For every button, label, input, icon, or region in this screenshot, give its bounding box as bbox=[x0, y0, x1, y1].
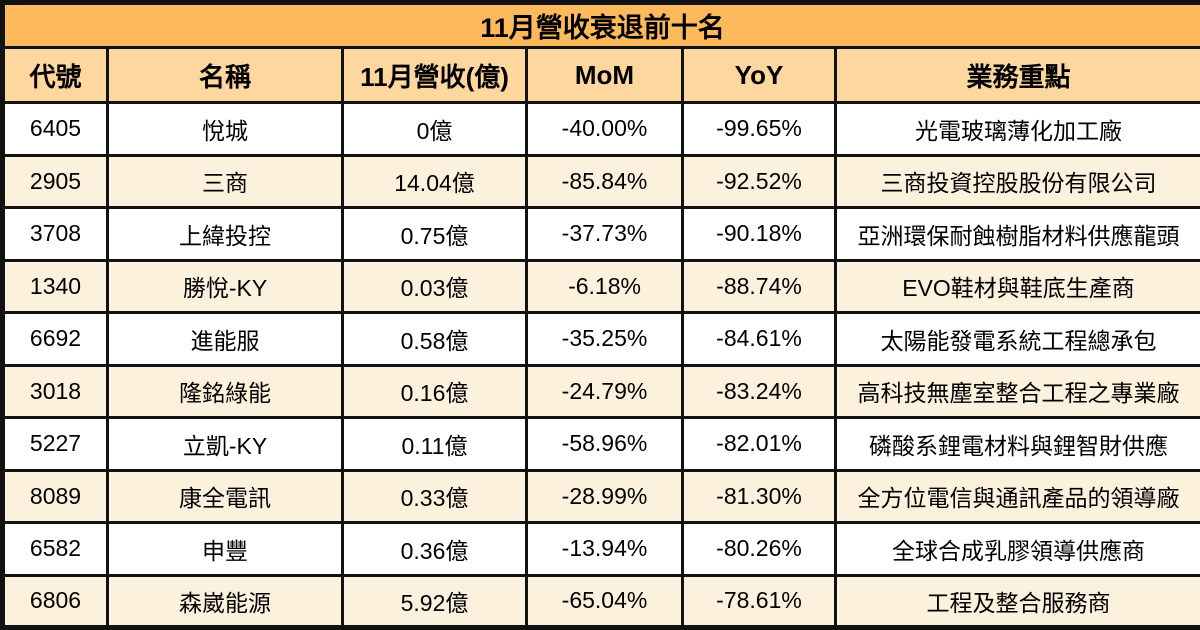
cell-code: 3018 bbox=[1, 363, 109, 419]
table-body: 6405 悅城 0億 -40.00% -99.65% 光電玻璃薄化加工廠 290… bbox=[1, 101, 1200, 629]
table-row: 5227 立凱-KY 0.11億 -58.96% -82.01% 磷酸系鋰電材料… bbox=[1, 416, 1200, 472]
table-row: 2905 三商 14.04億 -85.84% -92.52% 三商投資控股股份有… bbox=[1, 153, 1200, 209]
cell-revenue: 14.04億 bbox=[341, 153, 528, 209]
cell-revenue: 0.75億 bbox=[341, 206, 528, 262]
cell-yoy: -84.61% bbox=[681, 311, 837, 367]
cell-revenue: 5.92億 bbox=[341, 573, 528, 629]
cell-code: 6692 bbox=[1, 311, 109, 367]
cell-mom: -35.25% bbox=[525, 311, 684, 367]
cell-name: 申豐 bbox=[106, 521, 344, 577]
cell-business: 全球合成乳膠領導供應商 bbox=[833, 521, 1200, 577]
cell-business: 光電玻璃薄化加工廠 bbox=[833, 101, 1200, 157]
cell-code: 6405 bbox=[1, 101, 109, 157]
table-row: 6692 進能服 0.58億 -35.25% -84.61% 太陽能發電系統工程… bbox=[1, 311, 1200, 367]
cell-revenue: 0.36億 bbox=[341, 521, 528, 577]
cell-name: 立凱-KY bbox=[106, 416, 344, 472]
cell-mom: -13.94% bbox=[525, 521, 684, 577]
cell-yoy: -90.18% bbox=[681, 206, 837, 262]
table-row: 6582 申豐 0.36億 -13.94% -80.26% 全球合成乳膠領導供應… bbox=[1, 521, 1200, 577]
cell-name: 勝悅-KY bbox=[106, 258, 344, 314]
cell-code: 5227 bbox=[1, 416, 109, 472]
column-header-yoy: YoY bbox=[681, 46, 837, 104]
cell-mom: -6.18% bbox=[525, 258, 684, 314]
table-row: 8089 康全電訊 0.33億 -28.99% -81.30% 全方位電信與通訊… bbox=[1, 468, 1200, 524]
cell-mom: -40.00% bbox=[525, 101, 684, 157]
cell-business: 三商投資控股股份有限公司 bbox=[833, 153, 1200, 209]
cell-yoy: -78.61% bbox=[681, 573, 837, 629]
cell-revenue: 0.16億 bbox=[341, 363, 528, 419]
cell-yoy: -88.74% bbox=[681, 258, 837, 314]
cell-yoy: -80.26% bbox=[681, 521, 837, 577]
cell-mom: -65.04% bbox=[525, 573, 684, 629]
cell-name: 康全電訊 bbox=[106, 468, 344, 524]
cell-code: 3708 bbox=[1, 206, 109, 262]
table-header-row: 代號 名稱 11月營收(億) MoM YoY 業務重點 bbox=[1, 46, 1200, 104]
cell-code: 6806 bbox=[1, 573, 109, 629]
column-header-mom: MoM bbox=[525, 46, 684, 104]
cell-business: 工程及整合服務商 bbox=[833, 573, 1200, 629]
cell-name: 森崴能源 bbox=[106, 573, 344, 629]
column-header-revenue: 11月營收(億) bbox=[341, 46, 528, 104]
column-header-name: 名稱 bbox=[106, 46, 344, 104]
table-row: 6405 悅城 0億 -40.00% -99.65% 光電玻璃薄化加工廠 bbox=[1, 101, 1200, 157]
cell-yoy: -92.52% bbox=[681, 153, 837, 209]
table-title-row: 11月營收衰退前十名 bbox=[0, 1, 1200, 49]
cell-yoy: -82.01% bbox=[681, 416, 837, 472]
cell-revenue: 0.33億 bbox=[341, 468, 528, 524]
cell-name: 進能服 bbox=[106, 311, 344, 367]
table-row: 3018 隆銘綠能 0.16億 -24.79% -83.24% 高科技無塵室整合… bbox=[1, 363, 1200, 419]
cell-business: 高科技無塵室整合工程之專業廠 bbox=[833, 363, 1200, 419]
cell-mom: -85.84% bbox=[525, 153, 684, 209]
cell-yoy: -81.30% bbox=[681, 468, 837, 524]
table-row: 6806 森崴能源 5.92億 -65.04% -78.61% 工程及整合服務商 bbox=[1, 573, 1200, 629]
cell-code: 6582 bbox=[1, 521, 109, 577]
table-row: 1340 勝悅-KY 0.03億 -6.18% -88.74% EVO鞋材與鞋底… bbox=[1, 258, 1200, 314]
cell-mom: -58.96% bbox=[525, 416, 684, 472]
cell-code: 8089 bbox=[1, 468, 109, 524]
cell-mom: -37.73% bbox=[525, 206, 684, 262]
cell-revenue: 0.58億 bbox=[341, 311, 528, 367]
cell-revenue: 0億 bbox=[341, 101, 528, 157]
cell-code: 1340 bbox=[1, 258, 109, 314]
cell-business: 磷酸系鋰電材料與鋰智財供應 bbox=[833, 416, 1200, 472]
cell-name: 上緯投控 bbox=[106, 206, 344, 262]
cell-business: 全方位電信與通訊產品的領導廠 bbox=[833, 468, 1200, 524]
cell-name: 三商 bbox=[106, 153, 344, 209]
cell-business: 太陽能發電系統工程總承包 bbox=[833, 311, 1200, 367]
cell-mom: -28.99% bbox=[525, 468, 684, 524]
cell-name: 悅城 bbox=[106, 101, 344, 157]
table-title: 11月營收衰退前十名 bbox=[0, 1, 1200, 49]
cell-business: EVO鞋材與鞋底生產商 bbox=[833, 258, 1200, 314]
column-header-code: 代號 bbox=[1, 46, 109, 104]
cell-code: 2905 bbox=[1, 153, 109, 209]
cell-yoy: -83.24% bbox=[681, 363, 837, 419]
cell-revenue: 0.03億 bbox=[341, 258, 528, 314]
column-header-business: 業務重點 bbox=[833, 46, 1200, 104]
cell-revenue: 0.11億 bbox=[341, 416, 528, 472]
cell-name: 隆銘綠能 bbox=[106, 363, 344, 419]
cell-business: 亞洲環保耐蝕樹脂材料供應龍頭 bbox=[833, 206, 1200, 262]
cell-mom: -24.79% bbox=[525, 363, 684, 419]
table-row: 3708 上緯投控 0.75億 -37.73% -90.18% 亞洲環保耐蝕樹脂… bbox=[1, 206, 1200, 262]
cell-yoy: -99.65% bbox=[681, 101, 837, 157]
